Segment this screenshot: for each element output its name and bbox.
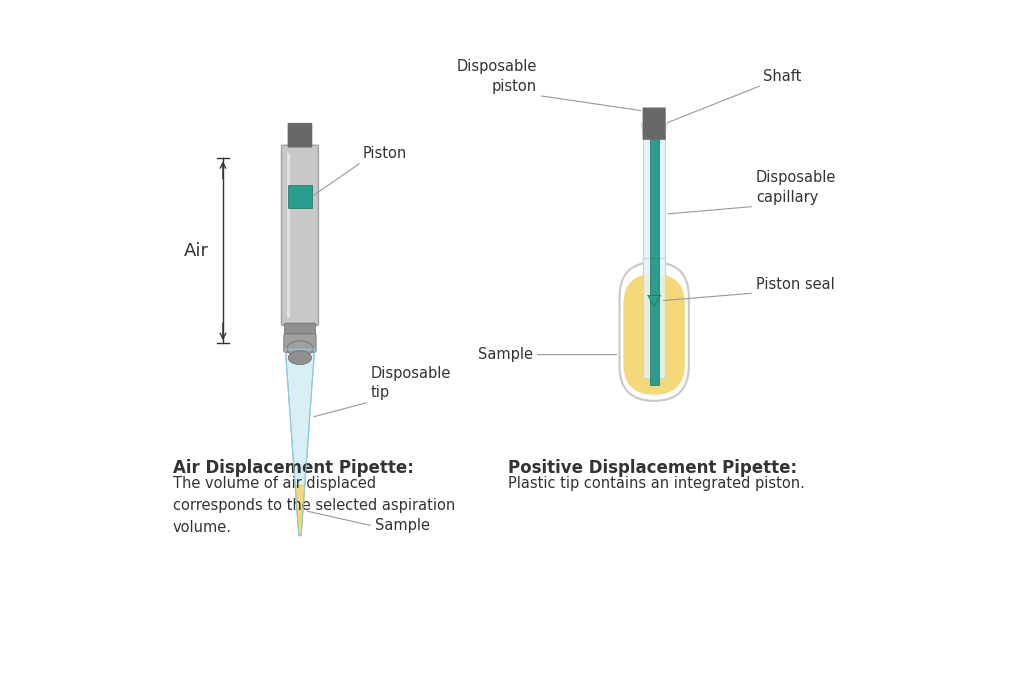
FancyBboxPatch shape [620, 262, 689, 401]
Polygon shape [641, 124, 668, 135]
Text: Piston seal: Piston seal [756, 276, 835, 291]
FancyBboxPatch shape [284, 334, 316, 352]
FancyBboxPatch shape [288, 123, 312, 148]
FancyBboxPatch shape [282, 145, 318, 326]
Text: Disposable
capillary: Disposable capillary [756, 170, 837, 205]
Ellipse shape [287, 341, 313, 356]
Bar [643, 135, 665, 308]
Text: Piston: Piston [364, 146, 408, 161]
Polygon shape [295, 486, 305, 536]
Ellipse shape [289, 351, 311, 365]
Text: Sample: Sample [375, 518, 430, 534]
Bar [649, 133, 658, 301]
Text: Shaft: Shaft [764, 68, 802, 83]
Text: Disposable
tip: Disposable tip [371, 366, 452, 400]
Text: Sample: Sample [478, 347, 534, 362]
Text: Air Displacement Pipette:: Air Displacement Pipette: [173, 458, 414, 477]
Bar [649, 259, 658, 386]
Text: The volume of air displaced
corresponds to the selected aspiration
volume.: The volume of air displaced corresponds … [173, 475, 455, 535]
FancyBboxPatch shape [285, 323, 315, 340]
Text: Air: Air [184, 241, 209, 260]
Bar [643, 259, 665, 378]
Text: Disposable
piston: Disposable piston [457, 60, 538, 94]
Text: Positive Displacement Pipette:: Positive Displacement Pipette: [508, 458, 797, 477]
Text: Plastic tip contains an integrated piston.: Plastic tip contains an integrated pisto… [508, 475, 805, 490]
FancyBboxPatch shape [624, 274, 685, 395]
FancyBboxPatch shape [643, 107, 666, 140]
Polygon shape [286, 350, 314, 536]
Polygon shape [648, 295, 660, 306]
Bar [289, 185, 311, 209]
